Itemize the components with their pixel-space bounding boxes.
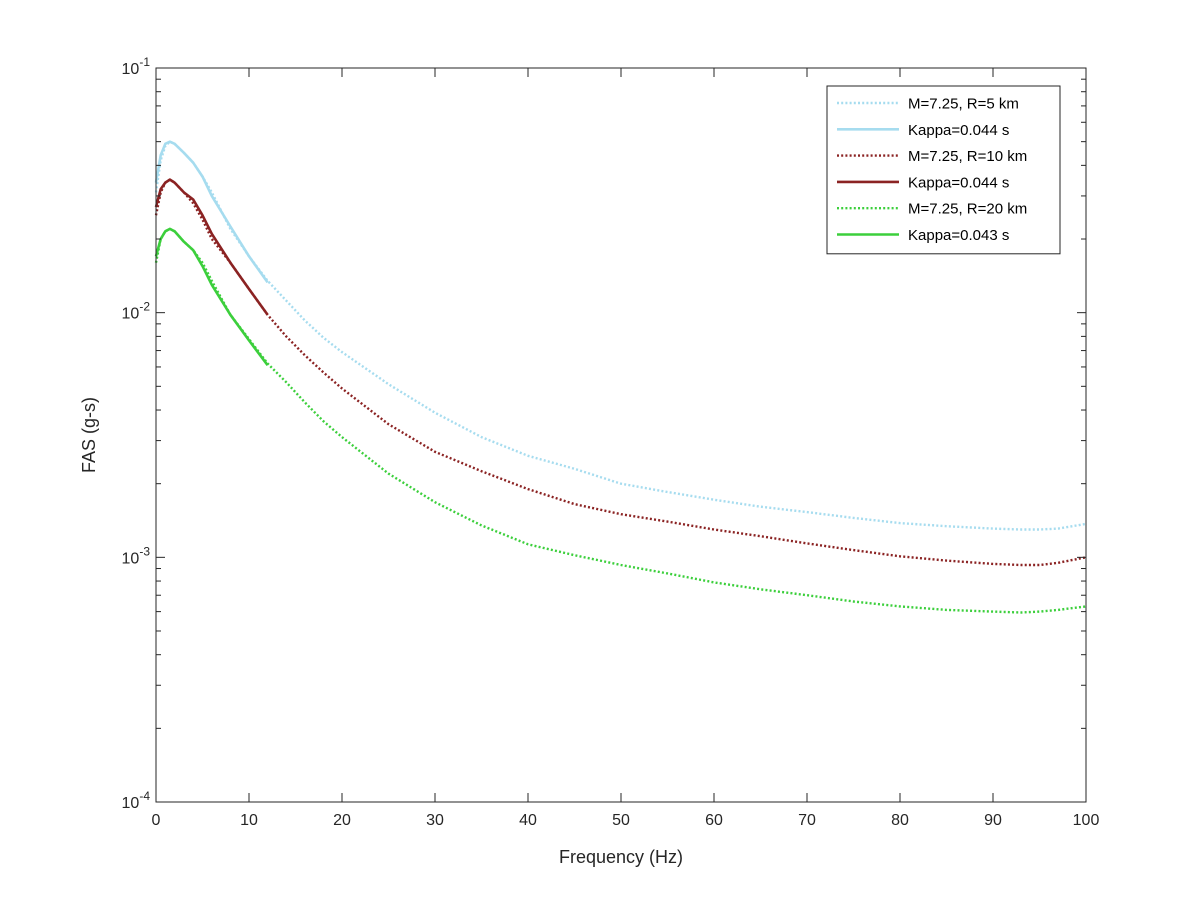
x-tick-label: 20 [333, 812, 351, 829]
x-tick-label: 0 [152, 812, 161, 829]
x-tick-label: 40 [519, 812, 537, 829]
x-tick-label: 80 [891, 812, 909, 829]
series-line-2 [154, 140, 269, 284]
axes-layer: 0 10 20 30 40 50 60 70 80 90 100 10-4 10-3 10-2 10-1 [122, 55, 1100, 829]
series-line-6 [154, 227, 269, 366]
series-line-1 [154, 140, 1087, 531]
legend-box [826, 85, 1061, 255]
x-tick-label: 60 [705, 812, 723, 829]
x-tick-label: 50 [612, 812, 630, 829]
y-tick-label: 10-2 [122, 300, 151, 323]
x-tick-label: 10 [240, 812, 258, 829]
legend-label-5: M=7.25, R=20 km [908, 201, 1027, 218]
series-line-4 [154, 178, 269, 316]
legend-label-4: Kappa=0.044 s [908, 174, 1009, 191]
x-tick-label: 90 [984, 812, 1002, 829]
x-tick-label: 30 [426, 812, 444, 829]
legend: M=7.25, R=5 km Kappa=0.044 s M=7.25, R=10 … [826, 85, 1061, 255]
legend-label-2: Kappa=0.044 s [908, 122, 1009, 139]
x-tick-label: 100 [1073, 812, 1100, 829]
y-axis-title: FAS (g-s) [79, 397, 99, 473]
x-tick-label: 70 [798, 812, 816, 829]
legend-label-6: Kappa=0.043 s [908, 227, 1009, 244]
legend-label-3: M=7.25, R=10 km [908, 148, 1027, 165]
y-tick-label: 10-3 [122, 544, 151, 567]
x-axis-title: Frequency (Hz) [559, 847, 683, 867]
y-tick-label: 10-1 [122, 55, 151, 78]
legend-label-1: M=7.25, R=5 km [908, 96, 1019, 113]
series-layer [154, 140, 1087, 614]
y-tick-label: 10-4 [122, 789, 151, 812]
